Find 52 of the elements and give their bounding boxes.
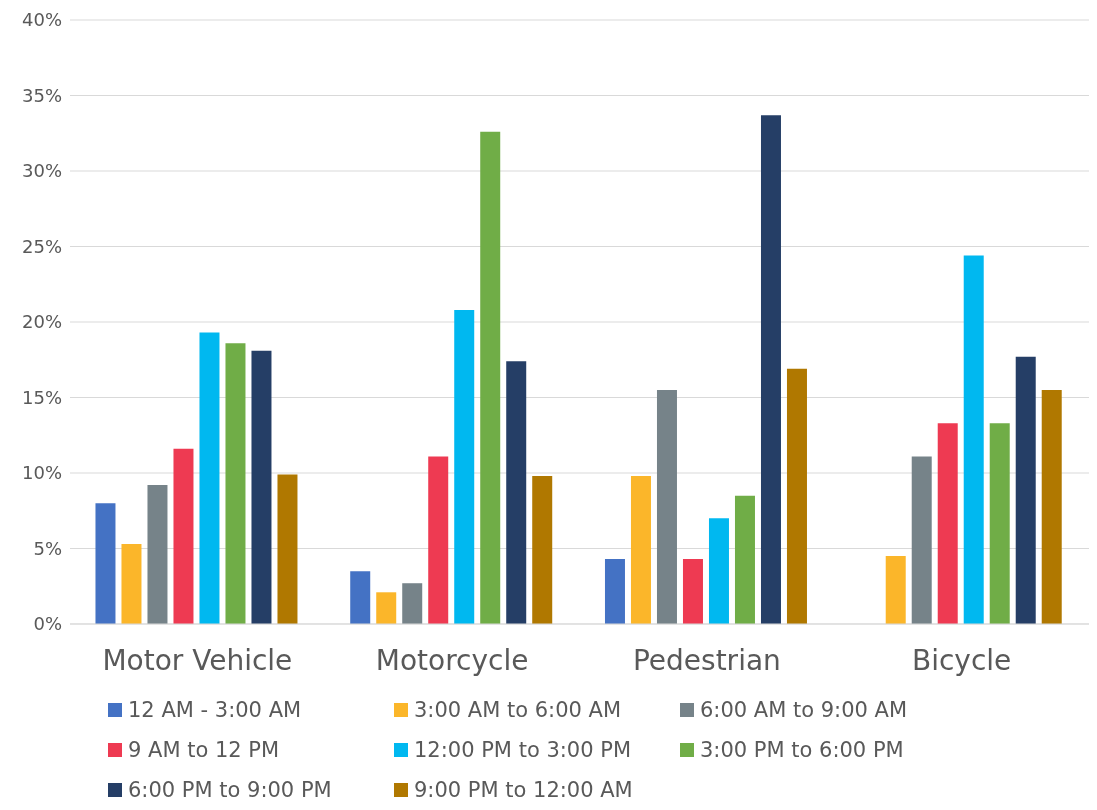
bar — [402, 583, 423, 624]
x-tick-label: Bicycle — [911, 643, 1012, 677]
bar — [376, 592, 397, 624]
bar — [786, 368, 807, 624]
legend-label: 9 AM to 12 PM — [128, 738, 280, 762]
bar — [480, 131, 501, 624]
bar — [251, 350, 272, 624]
bar — [532, 476, 553, 624]
x-tick-label: Motor Vehicle — [102, 643, 293, 677]
bar — [708, 518, 729, 624]
bar — [1015, 356, 1036, 624]
y-tick-label: 35% — [21, 84, 62, 106]
y-tick-label: 0% — [33, 613, 62, 635]
legend-label: 12 AM - 3:00 AM — [128, 698, 302, 722]
bar — [277, 474, 298, 624]
bar — [199, 332, 220, 624]
bar — [95, 503, 116, 624]
y-tick-label: 30% — [21, 160, 62, 182]
bar — [428, 456, 449, 624]
bar — [963, 255, 984, 624]
y-tick-label: 25% — [21, 235, 62, 257]
legend-label: 3:00 PM to 6:00 PM — [700, 738, 904, 762]
bar — [604, 559, 625, 624]
bar — [1041, 389, 1062, 624]
y-tick-label: 40% — [21, 9, 62, 31]
legend-label: 6:00 PM to 9:00 PM — [128, 778, 332, 802]
bar — [147, 485, 168, 624]
bar — [911, 456, 932, 624]
bar — [656, 389, 677, 624]
x-tick-label: Pedestrian — [632, 643, 781, 677]
bar — [350, 571, 371, 624]
bar — [173, 448, 194, 624]
bar — [630, 476, 651, 624]
bar — [989, 423, 1010, 624]
bar — [682, 559, 703, 624]
x-tick-label: Motorcycle — [375, 643, 529, 677]
legend-label: 9:00 PM to 12:00 AM — [414, 778, 633, 802]
y-tick-label: 5% — [33, 537, 62, 559]
y-tick-label: 15% — [21, 386, 62, 408]
bar — [734, 495, 755, 624]
bar — [225, 343, 246, 624]
bar — [454, 309, 475, 624]
bar — [937, 423, 958, 624]
bar — [506, 361, 527, 624]
bar — [760, 115, 781, 624]
bar — [121, 543, 142, 624]
y-tick-label: 20% — [21, 311, 62, 333]
legend-label: 6:00 AM to 9:00 AM — [700, 698, 908, 722]
bar — [885, 556, 906, 624]
legend-label: 3:00 AM to 6:00 AM — [414, 698, 622, 722]
y-tick-label: 10% — [21, 462, 62, 484]
legend-label: 12:00 PM to 3:00 PM — [414, 738, 632, 762]
